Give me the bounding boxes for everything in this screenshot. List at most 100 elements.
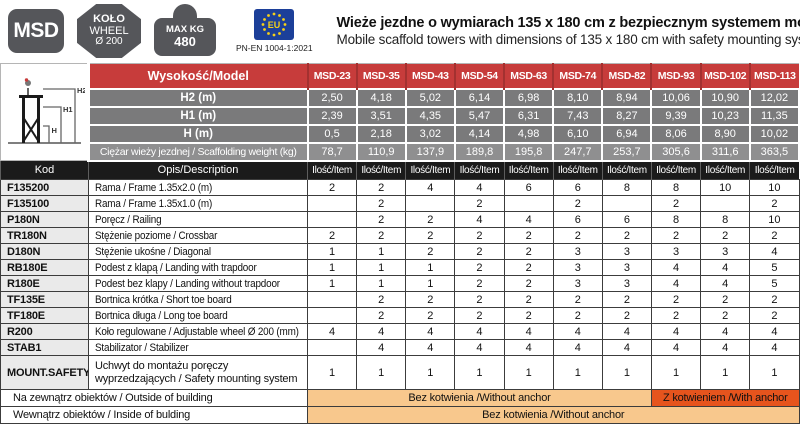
part-description-text: Stężenie poziome / Crossbar: [95, 229, 218, 242]
qty-cell: 1: [356, 355, 407, 390]
qty-header-cell: Ilość/Item: [749, 160, 799, 180]
qty-cell: 2: [552, 195, 603, 212]
qty-cell: 1: [306, 243, 358, 260]
part-row-r180e: R180E Podest bez klapy / Landing without…: [0, 275, 800, 292]
eu-flag-label: EU: [268, 20, 281, 30]
qty-cell: [306, 339, 358, 356]
weight-row: Ciężar wieży jezdnej / Scaffolding weigh…: [1, 141, 800, 162]
qty-cell: 2: [454, 259, 505, 276]
model-header-cell: MSD-74: [552, 63, 603, 89]
msd-logo: MSD: [8, 9, 64, 53]
part-description: Rama / Frame 1.35x1.0 (m): [88, 195, 308, 212]
qty-cell: 5: [749, 259, 800, 276]
qty-cell: 2: [454, 307, 505, 324]
spec-value-cell: 8,10: [552, 87, 604, 108]
qty-cell: 2: [749, 291, 800, 308]
weight-value-cell: 311,6: [699, 141, 751, 162]
spec-value-cell: 4,14: [453, 123, 506, 144]
qty-cell: 4: [700, 259, 751, 276]
part-code: TF135E: [0, 291, 89, 308]
qty-cell: 2: [454, 243, 505, 260]
scaffold-height-diagram: H2 H1 H: [8, 78, 85, 144]
qty-cell: 1: [306, 259, 358, 276]
model-header-cell: MSD-113: [748, 63, 799, 89]
qty-cell: 4: [650, 275, 702, 292]
spec-value-cell: 8,94: [601, 87, 653, 108]
part-description: Koło regulowane / Adjustable wheel Ø 200…: [88, 323, 308, 340]
qty-cell: 4: [454, 323, 505, 340]
part-code: P180N: [0, 211, 89, 228]
qty-cell: 2: [650, 227, 702, 244]
qty-cell: 2: [552, 307, 603, 324]
qty-cell: 3: [601, 243, 652, 260]
qty-cell: 1: [356, 243, 407, 260]
qty-cell: 8: [700, 211, 751, 228]
qty-cell: 4: [454, 179, 505, 196]
title-block: Wieże jezdne o wymiarach 135 x 180 cm z …: [337, 15, 800, 47]
outside-building-row: Na zewnątrz obiektów / Outside of buildi…: [0, 389, 800, 407]
part-description-text: Koło regulowane / Adjustable wheel Ø 200…: [95, 325, 299, 338]
qty-cell: 2: [749, 227, 800, 244]
spec-parts-table: H2 H1 H Wysokość/Model MSD-23MSD-35MSD-4…: [0, 63, 800, 424]
qty-cell: 1: [405, 259, 456, 276]
spec-value-cell: 7,43: [552, 105, 604, 126]
spec-row-h1: H1 (m) 2,39 3,51 4,35 5,47 6,31 7,43 8,27 9,39 1…: [1, 105, 800, 126]
qty-cell: 5: [749, 275, 800, 292]
qty-cell: 4: [503, 211, 554, 228]
wheel-badge-line2: WHEEL: [89, 24, 129, 37]
qty-cell: 4: [552, 339, 603, 356]
qty-cell: 4: [503, 339, 554, 356]
model-header-row: H2 H1 H Wysokość/Model MSD-23MSD-35MSD-4…: [0, 63, 799, 161]
spec-value-cell: 10,02: [748, 123, 800, 144]
weight-value-cell: 189,8: [453, 141, 506, 162]
part-code: D180N: [0, 243, 89, 260]
part-description: Rama / Frame 1.35x2.0 (m): [88, 179, 308, 196]
qty-cell: 4: [650, 323, 702, 340]
weight-value-cell: 363,5: [748, 141, 800, 162]
qty-cell: 2: [749, 195, 800, 212]
qty-cell: 1: [356, 275, 407, 292]
spec-value-cell: 6,10: [552, 123, 604, 144]
model-header-cell: MSD-54: [453, 63, 505, 89]
qty-cell: 8: [650, 211, 702, 228]
part-code: F135100: [0, 195, 89, 212]
part-description: Poręcz / Railing: [88, 211, 308, 228]
spec-value-cell: 10,90: [699, 87, 751, 108]
page-title-en: Mobile scaffold towers with dimensions o…: [336, 32, 800, 47]
qty-cell: 6: [503, 179, 554, 196]
weight-badge-body: MAX KG 480: [154, 18, 216, 56]
standard-number: PN-EN 1004-1:2021: [236, 43, 313, 53]
qty-cell: [306, 307, 358, 324]
qty-cell: 4: [749, 323, 800, 340]
qty-cell: 2: [503, 291, 554, 308]
qty-cell: [601, 195, 652, 212]
qty-cell: 2: [650, 307, 702, 324]
qty-cell: 8: [601, 179, 652, 196]
qty-cell: 2: [306, 227, 358, 244]
qty-cell: 2: [650, 291, 702, 308]
spec-value-cell: 3,02: [404, 123, 456, 144]
part-description-text: Stabilizator / Stabilizer: [95, 341, 189, 354]
qty-cell: 2: [356, 227, 407, 244]
weight-value-cell: 247,7: [552, 141, 604, 162]
spec-value-cell: 2,18: [355, 123, 407, 144]
qty-header-cell: Ilość/Item: [552, 160, 603, 180]
qty-cell: 2: [503, 243, 554, 260]
weight-value-cell: 195,8: [503, 141, 555, 162]
qty-cell: 1: [601, 355, 652, 390]
qty-cell: 2: [306, 179, 358, 196]
qty-cell: 10: [749, 179, 800, 196]
qty-cell: 4: [306, 323, 358, 340]
qty-cell: 2: [552, 291, 603, 308]
qty-cell: 3: [601, 275, 652, 292]
max-weight-badge: MAX KG 480: [154, 4, 216, 58]
qty-cell: 4: [405, 339, 456, 356]
diagram-label-h1: H1: [63, 105, 73, 114]
spec-value-cell: 5,02: [404, 87, 456, 108]
page-title-pl: Wieże jezdne o wymiarach 135 x 180 cm z …: [336, 15, 800, 31]
part-description: Bortnica długa / Long toe board: [88, 307, 308, 324]
